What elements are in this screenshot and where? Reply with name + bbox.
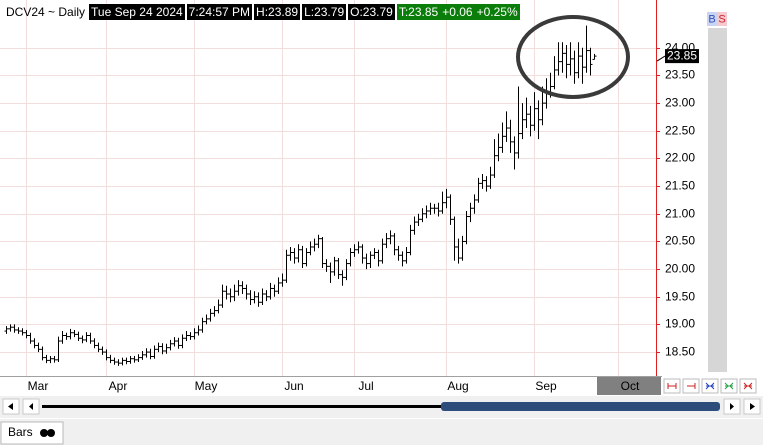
buy-button[interactable] xyxy=(707,12,717,26)
last-price-box xyxy=(665,49,699,64)
x-tick-label: Oct xyxy=(621,379,640,393)
y-tick-label: 19.50 xyxy=(665,290,695,304)
high: H:23.89 xyxy=(254,4,301,20)
axis-buttons xyxy=(663,378,757,394)
axis-button-icon xyxy=(687,383,696,389)
axis-button-icon xyxy=(667,383,677,389)
tab-bar xyxy=(0,419,763,445)
y-tick-label: 19.00 xyxy=(665,317,695,331)
change: +0.06 xyxy=(442,5,473,19)
tab-icon xyxy=(40,429,48,437)
open: O:23.79 xyxy=(348,4,395,20)
last-price-label: 23.85 xyxy=(667,48,697,62)
last-box: T:23.85 +0.06 +0.25% xyxy=(396,4,520,20)
time: 7:24:57 PM xyxy=(186,4,253,20)
last-price-pointer xyxy=(656,55,666,62)
tab-label[interactable]: Bars xyxy=(8,425,33,439)
scroll-icon xyxy=(8,403,13,410)
tab[interactable] xyxy=(0,421,64,445)
sell-button[interactable] xyxy=(717,12,727,26)
grid xyxy=(0,0,656,376)
x-tick-label: Sep xyxy=(535,379,557,393)
y-tick-label: 18.50 xyxy=(665,345,695,359)
y-tick-label: 20.00 xyxy=(665,262,695,276)
status-bar: DCV24 ~ Daily Tue Sep 24 2024 7:24:57 PM… xyxy=(4,4,520,20)
future-area xyxy=(597,377,661,395)
y-tick-label: 22.50 xyxy=(665,124,695,138)
sell-button-label[interactable]: S xyxy=(718,13,725,25)
x-tick-label: Jul xyxy=(358,379,373,393)
y-tick-label: 22.00 xyxy=(665,151,695,165)
last: T:23.85 xyxy=(398,5,439,19)
y-tick-label: 20.50 xyxy=(665,234,695,248)
y-tick-label: 23.50 xyxy=(665,68,695,82)
axis-button-icon xyxy=(724,382,734,390)
low: L:23.79 xyxy=(302,4,347,20)
x-tick-label: Aug xyxy=(447,379,468,393)
y-tick-label: 23.00 xyxy=(665,96,695,110)
price-axis: 18.50 19.00 19.50 20.00 20.50 21.00 21.50 22.00… xyxy=(656,41,699,359)
y-tick-label: 21.00 xyxy=(665,207,695,221)
time-axis: Mar Apr May Jun Jul Aug Sep Oct xyxy=(28,379,640,393)
axis-button-icon xyxy=(743,382,753,390)
x-tick-label: May xyxy=(195,379,218,393)
x-tick-label: Jun xyxy=(284,379,303,393)
x-tick-label: Mar xyxy=(28,379,49,393)
scroll-icon xyxy=(29,403,33,410)
y-tick-label: 21.50 xyxy=(665,179,695,193)
tab-icon xyxy=(47,429,55,437)
symbol: DCV24 ~ Daily xyxy=(6,5,86,19)
axis-button-icon xyxy=(705,382,715,390)
price-scale-column xyxy=(708,28,727,372)
scroll-thumb[interactable] xyxy=(441,402,720,411)
annotation-circle xyxy=(516,15,630,99)
scroll-icon xyxy=(730,403,734,410)
x-tick-label: Apr xyxy=(109,379,128,393)
change-pct: +0.25% xyxy=(476,5,518,19)
scroll-icon xyxy=(750,403,755,410)
date: Tue Sep 24 2024 xyxy=(89,4,185,20)
buy-button-label[interactable]: B xyxy=(708,13,715,25)
price-bars xyxy=(4,25,597,366)
